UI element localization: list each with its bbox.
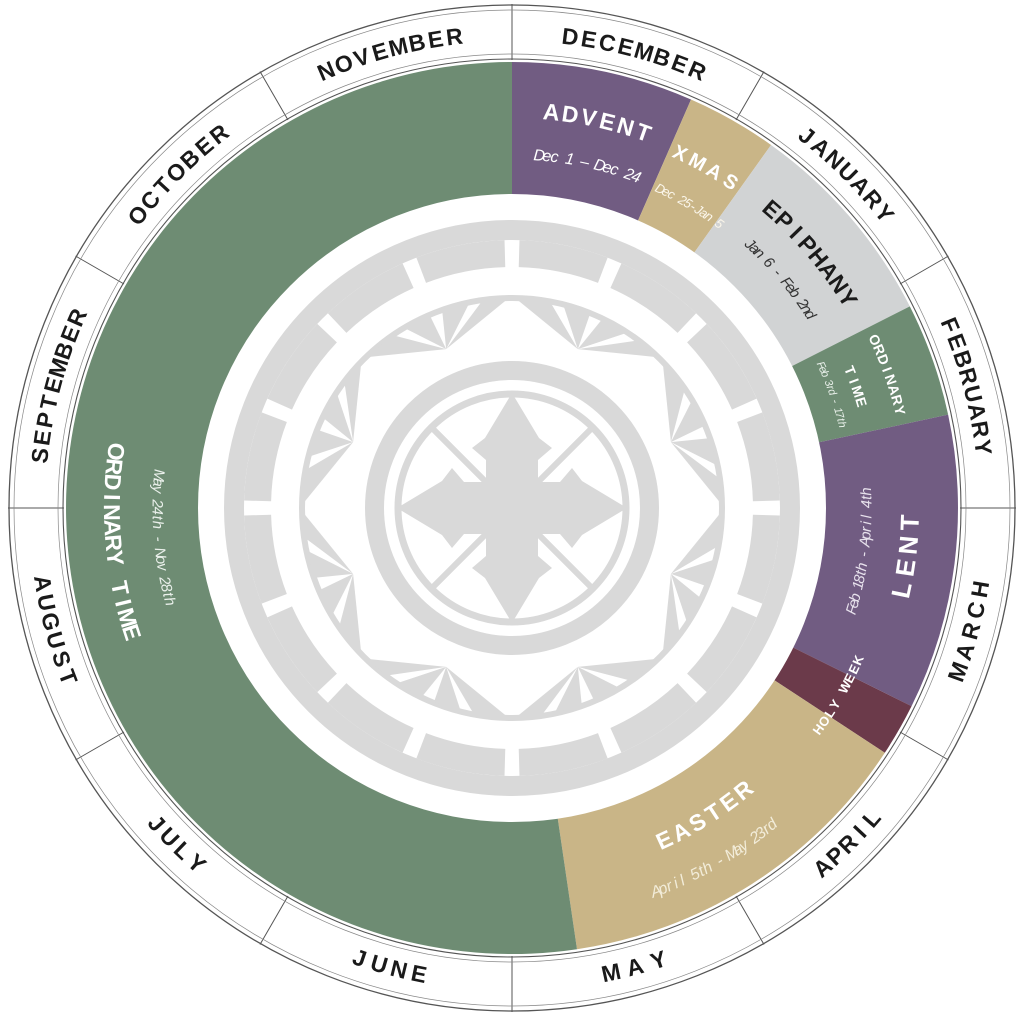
svg-text:R: R bbox=[956, 619, 986, 642]
svg-text:N: N bbox=[892, 534, 924, 556]
svg-text:T: T bbox=[894, 514, 925, 531]
svg-text:A: A bbox=[99, 519, 126, 537]
svg-text:H: H bbox=[966, 579, 994, 600]
svg-text:R: R bbox=[966, 419, 994, 440]
svg-text:S: S bbox=[47, 647, 77, 670]
svg-text:Y: Y bbox=[647, 945, 670, 974]
svg-text:R: R bbox=[445, 23, 465, 51]
svg-text:N: N bbox=[388, 955, 410, 984]
svg-text:4: 4 bbox=[858, 500, 875, 509]
svg-text:M: M bbox=[599, 958, 623, 987]
svg-text:T: T bbox=[35, 393, 63, 412]
svg-text:A: A bbox=[624, 952, 647, 981]
svg-text:O: O bbox=[102, 441, 130, 462]
svg-text:C: C bbox=[961, 599, 990, 621]
svg-text:A: A bbox=[542, 98, 561, 126]
svg-text:E: E bbox=[579, 25, 598, 53]
svg-text:h: h bbox=[149, 520, 166, 529]
svg-text:S: S bbox=[26, 446, 54, 464]
svg-text:E: E bbox=[28, 428, 56, 447]
svg-text:J: J bbox=[349, 944, 369, 973]
svg-text:P: P bbox=[31, 410, 59, 430]
svg-text:A: A bbox=[29, 573, 57, 594]
svg-text:2: 2 bbox=[148, 498, 165, 508]
svg-text:E: E bbox=[426, 25, 445, 53]
svg-text:U: U bbox=[368, 949, 391, 979]
svg-text:L: L bbox=[857, 805, 886, 833]
svg-text:h: h bbox=[858, 487, 875, 496]
svg-text:M: M bbox=[149, 468, 167, 483]
svg-text:T: T bbox=[53, 666, 82, 688]
svg-text:I: I bbox=[99, 494, 125, 501]
svg-text:D: D bbox=[560, 23, 580, 51]
svg-text:C: C bbox=[597, 28, 619, 57]
svg-text:E: E bbox=[409, 960, 429, 989]
svg-text:N: N bbox=[151, 547, 169, 560]
svg-text:Y: Y bbox=[969, 438, 997, 457]
svg-text:A: A bbox=[856, 536, 874, 549]
svg-text:N: N bbox=[99, 504, 125, 521]
svg-text:A: A bbox=[950, 640, 980, 664]
